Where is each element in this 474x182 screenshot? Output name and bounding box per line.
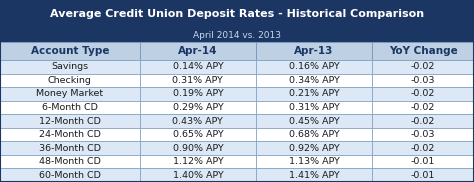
- FancyBboxPatch shape: [372, 60, 474, 74]
- Text: 1.12% APY: 1.12% APY: [173, 157, 223, 166]
- Text: Account Type: Account Type: [31, 46, 109, 56]
- FancyBboxPatch shape: [0, 128, 140, 141]
- FancyBboxPatch shape: [140, 114, 256, 128]
- Text: 12-Month CD: 12-Month CD: [39, 116, 101, 126]
- FancyBboxPatch shape: [0, 87, 140, 101]
- Text: 1.40% APY: 1.40% APY: [173, 171, 223, 180]
- Text: 0.16% APY: 0.16% APY: [289, 62, 339, 71]
- FancyBboxPatch shape: [0, 42, 140, 60]
- FancyBboxPatch shape: [256, 114, 372, 128]
- Text: 0.90% APY: 0.90% APY: [173, 144, 223, 153]
- Text: -0.02: -0.02: [411, 144, 435, 153]
- FancyBboxPatch shape: [372, 87, 474, 101]
- Text: -0.02: -0.02: [411, 103, 435, 112]
- FancyBboxPatch shape: [0, 60, 140, 74]
- Text: Apr-13: Apr-13: [294, 46, 334, 56]
- Text: April 2014 vs. 2013: April 2014 vs. 2013: [193, 31, 281, 39]
- Text: 0.31% APY: 0.31% APY: [173, 76, 223, 85]
- Text: 0.19% APY: 0.19% APY: [173, 89, 223, 98]
- Text: YoY Change: YoY Change: [389, 46, 457, 56]
- FancyBboxPatch shape: [140, 42, 256, 60]
- FancyBboxPatch shape: [372, 128, 474, 141]
- Text: Average Credit Union Deposit Rates - Historical Comparison: Average Credit Union Deposit Rates - His…: [50, 9, 424, 19]
- FancyBboxPatch shape: [140, 101, 256, 114]
- FancyBboxPatch shape: [0, 114, 140, 128]
- Text: 0.43% APY: 0.43% APY: [173, 116, 223, 126]
- FancyBboxPatch shape: [372, 101, 474, 114]
- FancyBboxPatch shape: [256, 169, 372, 182]
- Text: 0.14% APY: 0.14% APY: [173, 62, 223, 71]
- FancyBboxPatch shape: [256, 74, 372, 87]
- FancyBboxPatch shape: [140, 60, 256, 74]
- Text: 0.65% APY: 0.65% APY: [173, 130, 223, 139]
- Text: 0.45% APY: 0.45% APY: [289, 116, 339, 126]
- FancyBboxPatch shape: [256, 155, 372, 169]
- Text: 0.31% APY: 0.31% APY: [289, 103, 339, 112]
- Text: Savings: Savings: [51, 62, 89, 71]
- FancyBboxPatch shape: [0, 0, 474, 28]
- Text: 1.41% APY: 1.41% APY: [289, 171, 339, 180]
- FancyBboxPatch shape: [372, 114, 474, 128]
- Text: -0.02: -0.02: [411, 116, 435, 126]
- Text: 24-Month CD: 24-Month CD: [39, 130, 101, 139]
- FancyBboxPatch shape: [140, 87, 256, 101]
- Text: -0.02: -0.02: [411, 62, 435, 71]
- FancyBboxPatch shape: [372, 155, 474, 169]
- FancyBboxPatch shape: [0, 155, 140, 169]
- Text: Checking: Checking: [48, 76, 92, 85]
- FancyBboxPatch shape: [256, 128, 372, 141]
- FancyBboxPatch shape: [140, 128, 256, 141]
- FancyBboxPatch shape: [372, 74, 474, 87]
- FancyBboxPatch shape: [140, 74, 256, 87]
- FancyBboxPatch shape: [372, 141, 474, 155]
- FancyBboxPatch shape: [372, 169, 474, 182]
- Text: 1.13% APY: 1.13% APY: [289, 157, 339, 166]
- Text: -0.01: -0.01: [411, 157, 435, 166]
- Text: -0.01: -0.01: [411, 171, 435, 180]
- Text: -0.03: -0.03: [411, 76, 435, 85]
- FancyBboxPatch shape: [0, 101, 140, 114]
- FancyBboxPatch shape: [140, 155, 256, 169]
- Text: -0.03: -0.03: [411, 130, 435, 139]
- FancyBboxPatch shape: [372, 42, 474, 60]
- Text: -0.02: -0.02: [411, 89, 435, 98]
- Text: 48-Month CD: 48-Month CD: [39, 157, 101, 166]
- Text: 0.92% APY: 0.92% APY: [289, 144, 339, 153]
- FancyBboxPatch shape: [140, 141, 256, 155]
- FancyBboxPatch shape: [0, 169, 140, 182]
- FancyBboxPatch shape: [256, 141, 372, 155]
- Text: 0.29% APY: 0.29% APY: [173, 103, 223, 112]
- Text: 0.34% APY: 0.34% APY: [289, 76, 339, 85]
- FancyBboxPatch shape: [256, 60, 372, 74]
- Text: 6-Month CD: 6-Month CD: [42, 103, 98, 112]
- FancyBboxPatch shape: [256, 42, 372, 60]
- Text: Apr-14: Apr-14: [178, 46, 218, 56]
- Text: 0.68% APY: 0.68% APY: [289, 130, 339, 139]
- FancyBboxPatch shape: [256, 101, 372, 114]
- FancyBboxPatch shape: [0, 141, 140, 155]
- FancyBboxPatch shape: [140, 169, 256, 182]
- FancyBboxPatch shape: [256, 87, 372, 101]
- FancyBboxPatch shape: [0, 74, 140, 87]
- Text: 60-Month CD: 60-Month CD: [39, 171, 101, 180]
- Text: Money Market: Money Market: [36, 89, 103, 98]
- Text: 36-Month CD: 36-Month CD: [39, 144, 101, 153]
- Text: 0.21% APY: 0.21% APY: [289, 89, 339, 98]
- FancyBboxPatch shape: [0, 28, 474, 42]
